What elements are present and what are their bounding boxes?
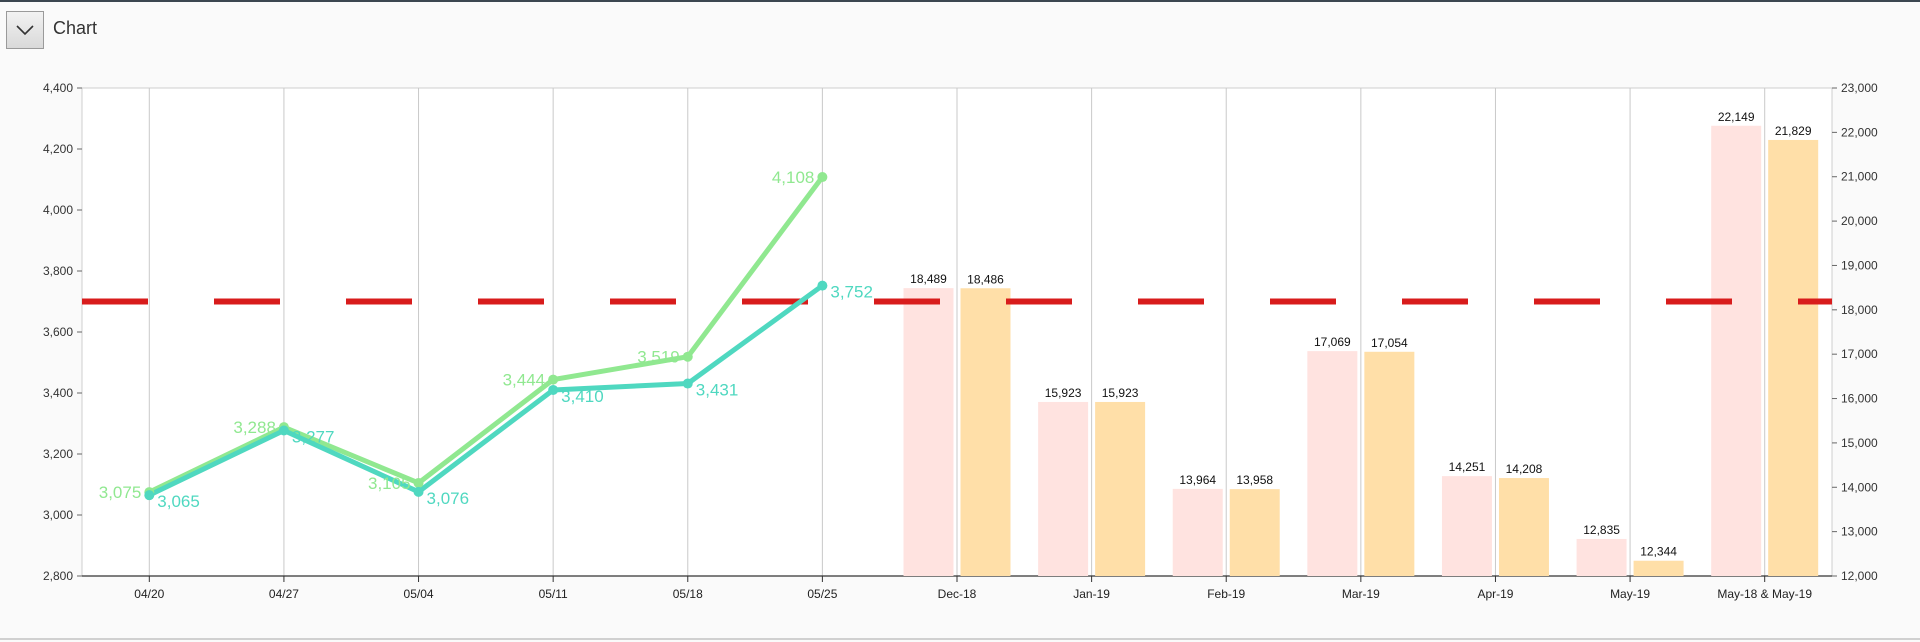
bar-series-1 [1172, 488, 1223, 576]
line-data-label-series-2: 3,410 [561, 387, 604, 406]
right-axis-tick-label: 18,000 [1841, 303, 1878, 317]
x-axis-tick-label: 05/25 [807, 587, 837, 601]
line-point-series-2 [278, 425, 289, 436]
right-axis-tick-label: 19,000 [1841, 258, 1878, 272]
right-axis-tick-label: 22,000 [1841, 125, 1878, 139]
x-axis-tick-label: Dec-18 [938, 587, 977, 601]
top-border [0, 0, 1920, 2]
x-axis-tick-label: Mar-19 [1342, 587, 1380, 601]
bar-data-label-series-2: 15,923 [1102, 386, 1139, 400]
left-axis-tick-label: 4,400 [43, 81, 73, 95]
bar-series-2 [1364, 351, 1415, 576]
line-point-series-2 [817, 280, 828, 291]
x-axis-tick-label: 05/04 [404, 587, 434, 601]
right-axis-tick-label: 13,000 [1841, 525, 1878, 539]
bar-data-label-series-1: 12,835 [1583, 523, 1620, 537]
bar-series-2 [1633, 560, 1684, 576]
chart-header: Chart [0, 2, 1920, 52]
line-data-label-series-1: 3,519 [637, 348, 680, 367]
bar-series-1 [1711, 125, 1762, 577]
line-data-label-series-2: 3,076 [427, 489, 470, 508]
bar-data-label-series-2: 18,486 [967, 272, 1004, 286]
left-axis-tick-label: 3,600 [43, 325, 73, 339]
line-point-series-2 [548, 384, 559, 395]
x-axis-tick-label: 05/11 [539, 587, 568, 601]
x-axis-tick-label: 04/27 [269, 587, 299, 601]
left-axis-tick-label: 3,800 [43, 264, 73, 278]
x-axis-tick-label: May-19 [1610, 587, 1650, 601]
right-axis-tick-label: 20,000 [1841, 214, 1878, 228]
right-axis-tick-label: 15,000 [1841, 436, 1878, 450]
bar-data-label-series-2: 17,054 [1371, 336, 1408, 350]
x-axis-tick-label: 04/20 [134, 587, 164, 601]
bar-series-2 [960, 288, 1011, 576]
bar-series-2 [1498, 478, 1549, 576]
bar-data-label-series-1: 22,149 [1718, 110, 1755, 124]
chart-title: Chart [53, 18, 98, 38]
line-data-label-series-1: 3,105 [368, 474, 411, 493]
line-point-series-2 [413, 486, 424, 497]
line-point-series-1 [548, 374, 559, 385]
x-axis-tick-label: Jan-19 [1073, 587, 1110, 601]
x-axis-tick-label: 05/18 [673, 587, 703, 601]
line-data-label-series-2: 3,431 [696, 381, 739, 400]
right-axis-tick-label: 23,000 [1841, 81, 1878, 95]
line-data-label-series-1: 3,444 [503, 371, 546, 390]
x-axis-tick-label: Feb-19 [1207, 587, 1245, 601]
bar-data-label-series-1: 17,069 [1314, 335, 1351, 349]
bar-data-label-series-2: 14,208 [1506, 462, 1543, 476]
bar-data-label-series-1: 15,923 [1045, 386, 1082, 400]
left-axis-tick-label: 4,000 [43, 203, 73, 217]
left-axis-tick-label: 3,200 [43, 447, 73, 461]
collapse-toggle-button[interactable] [6, 11, 44, 49]
line-data-label-series-1: 3,075 [99, 483, 142, 502]
chart-panel: 2,800 3,000 3,200 3,400 3,600 3,800 4,000 4,200… [0, 55, 1920, 635]
bar-series-1 [1441, 476, 1492, 576]
line-series-1 [148, 175, 825, 495]
bar-series-1 [1576, 538, 1627, 576]
bar-series-1 [1307, 351, 1358, 576]
line-series-2 [148, 283, 824, 498]
line-point-series-1 [413, 477, 424, 488]
right-axis-tick-label: 16,000 [1841, 392, 1878, 406]
bar-data-label-series-1: 13,964 [1179, 473, 1216, 487]
bar-data-label-series-2: 21,829 [1775, 124, 1812, 138]
line-data-label-series-1: 4,108 [772, 168, 815, 187]
left-axis-tick-label: 4,200 [43, 142, 73, 156]
left-axis-tick-label: 3,400 [43, 386, 73, 400]
left-axis-tick-label: 2,800 [43, 569, 73, 583]
line-point-series-2 [682, 378, 693, 389]
bar-data-label-series-1: 14,251 [1449, 460, 1486, 474]
bar-series-2 [1095, 401, 1146, 576]
line-data-label-series-2: 3,752 [830, 283, 873, 302]
bottom-border [0, 638, 1920, 640]
line-data-label-series-2: 3,277 [292, 428, 335, 447]
line-point-series-1 [682, 351, 693, 362]
bar-data-label-series-2: 12,344 [1640, 545, 1677, 559]
chevron-down-icon [16, 25, 34, 36]
x-axis-tick-label: May-18 & May-19 [1717, 587, 1812, 601]
bar-data-label-series-2: 13,958 [1236, 473, 1273, 487]
line-data-label-series-1: 3,288 [233, 418, 276, 437]
bar-series-2 [1768, 139, 1819, 576]
combo-chart: 2,800 3,000 3,200 3,400 3,600 3,800 4,000 4,200… [43, 81, 1878, 601]
right-axis-tick-label: 14,000 [1841, 480, 1878, 494]
right-axis-tick-label: 21,000 [1841, 170, 1878, 184]
x-axis-tick-label: Apr-19 [1477, 587, 1513, 601]
bar-series-1 [1038, 401, 1089, 576]
right-axis-tick-label: 17,000 [1841, 347, 1878, 361]
line-point-series-2 [144, 490, 155, 501]
bar-series-2 [1229, 489, 1280, 576]
line-point-series-1 [817, 172, 828, 183]
bar-data-label-series-1: 18,489 [910, 272, 947, 286]
left-axis-tick-label: 3,000 [43, 508, 73, 522]
right-axis-tick-label: 12,000 [1841, 569, 1878, 583]
bar-series-1 [903, 288, 954, 576]
line-data-label-series-2: 3,065 [157, 492, 200, 511]
